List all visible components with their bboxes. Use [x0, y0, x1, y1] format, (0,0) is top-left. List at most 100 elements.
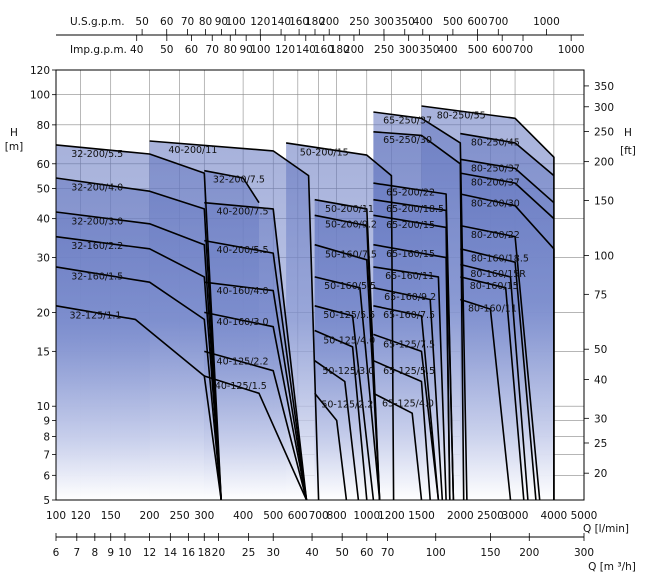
model-label: 80-250/37 [471, 163, 520, 174]
x-usgpm-tick-label: 400 [413, 16, 433, 28]
model-label: 50-125/3.0 [322, 366, 374, 377]
y-right-tick-label: 200 [594, 157, 614, 169]
pump-curve [373, 287, 444, 501]
pump-curve [204, 201, 308, 501]
x-m3h-tick-label: 30 [267, 547, 280, 559]
x-lmin-tick-label: 1500 [408, 510, 435, 522]
x-m3h-tick-label: 60 [360, 547, 373, 559]
x-impgpm-tick-label: 80 [224, 44, 237, 56]
model-label: 65-200/22 [386, 187, 435, 198]
x-usgpm-tick-label: 1000 [533, 16, 560, 28]
x-lmin-tick-label: 3000 [502, 510, 529, 522]
model-label: 80-160/15R [470, 269, 526, 280]
pump-curve [204, 281, 308, 501]
pump-curve [314, 276, 381, 501]
pump-curve [460, 276, 525, 501]
x-lmin-tick-label: 2500 [477, 510, 504, 522]
x-usgpm-tick-label: 80 [199, 16, 212, 28]
pump-curves [55, 105, 555, 501]
model-label: 50-125/2.2 [321, 400, 373, 411]
x-m3h-tick-label: 9 [107, 547, 114, 559]
y-right-tick-label: 100 [594, 250, 614, 262]
y-right-title: H [624, 127, 632, 139]
x-m3h-tick-label: 20 [212, 547, 225, 559]
pump-curve [460, 132, 555, 177]
pump-curve [55, 305, 222, 501]
pump-curve [373, 131, 465, 501]
y-left-tick-label: 7 [43, 449, 50, 461]
x-impgpm-tick-label: 90 [239, 44, 252, 56]
x-usgpm-tick-label: 140 [271, 16, 291, 28]
model-label: 80-160/18.5 [471, 253, 529, 264]
plot-frame [55, 69, 585, 501]
x-usgpm-tick-label: 180 [305, 16, 325, 28]
pump-curve [314, 392, 348, 501]
y-left-tick-label: 50 [37, 183, 50, 195]
x-lmin-tick-label: 400 [233, 510, 253, 522]
y-right-tick-label: 75 [594, 289, 607, 301]
x-m3h-tick-label: 7 [73, 547, 80, 559]
pump-curve [460, 263, 529, 501]
model-label: 80-200/30 [471, 198, 520, 209]
model-label: 50-160/5.5 [324, 281, 376, 292]
pump-curve [204, 375, 308, 501]
pump-curve [460, 224, 541, 501]
axes: 567891015203040506080100120H[m]202530405… [5, 16, 636, 573]
x-lmin-tick-label: 150 [101, 510, 121, 522]
x-m3h-tick-label: 8 [91, 547, 98, 559]
pump-curve [55, 266, 222, 501]
x-impgpm-tick-label: 200 [344, 44, 364, 56]
pump-curve [149, 140, 320, 501]
pump-curve [460, 172, 555, 220]
x-impgpm-title: Imp.g.p.m. [70, 44, 127, 56]
x-lmin-tick-label: 1000 [353, 510, 380, 522]
y-left-tick-label: 120 [30, 65, 50, 77]
model-label: 32-200/4.0 [71, 183, 123, 194]
x-m3h-tick-label: 12 [143, 547, 156, 559]
model-label: 80-200/22 [471, 230, 520, 241]
x-lmin-tick-label: 200 [140, 510, 160, 522]
pump-curve [373, 333, 440, 501]
x-lmin-tick-label: 120 [71, 510, 91, 522]
y-left-tick-label: 60 [37, 159, 50, 171]
x-impgpm-tick-label: 180 [330, 44, 350, 56]
x-usgpm-tick-label: 60 [160, 16, 173, 28]
x-impgpm-tick-label: 160 [314, 44, 334, 56]
model-label: 65-250/37 [383, 116, 432, 127]
model-label: 80-160/11 [468, 304, 517, 315]
y-left-tick-label: 9 [43, 415, 50, 427]
pump-curve [460, 298, 512, 501]
pump-curve [373, 182, 455, 501]
x-m3h-tick-label: 70 [381, 547, 394, 559]
model-label: 50-125/4.0 [323, 335, 375, 346]
x-m3h-tick-label: 150 [480, 547, 500, 559]
x-usgpm-tick-label: 700 [488, 16, 508, 28]
y-left-tick-label: 15 [37, 346, 50, 358]
pump-curve [204, 169, 260, 204]
model-label: 65-200/15 [386, 220, 435, 231]
pump-curve [285, 142, 395, 501]
model-label: 65-160/7.5 [383, 310, 435, 321]
x-m3h-tick-label: 100 [426, 547, 446, 559]
pump-curve [204, 239, 308, 501]
pump-curve [421, 105, 555, 500]
model-label: 65-125/5.5 [383, 366, 435, 377]
y-right-tick-label: 25 [594, 438, 607, 450]
pump-curve [55, 144, 222, 501]
x-m3h-tick-label: 50 [335, 547, 348, 559]
x-m3h-tick-label: 16 [182, 547, 196, 559]
y-right-tick-label: 20 [594, 468, 607, 480]
x-usgpm-title: U.S.g.p.m. [70, 16, 125, 28]
model-label: 40-160/3.0 [217, 317, 269, 328]
x-usgpm-tick-label: 100 [226, 16, 246, 28]
x-lmin-tick-label: 5000 [571, 510, 598, 522]
x-usgpm-tick-label: 70 [181, 16, 194, 28]
y-right-unit: [ft] [620, 145, 636, 157]
pump-curve [460, 158, 555, 204]
y-right-tick-label: 150 [594, 196, 614, 208]
model-label: 40-160/4.0 [217, 286, 269, 297]
model-label: 50-200/11 [325, 204, 374, 215]
model-label: 40-200/5.5 [217, 245, 269, 256]
x-lmin-tick-label: 4000 [541, 510, 568, 522]
y-left-tick-label: 5 [43, 495, 50, 507]
